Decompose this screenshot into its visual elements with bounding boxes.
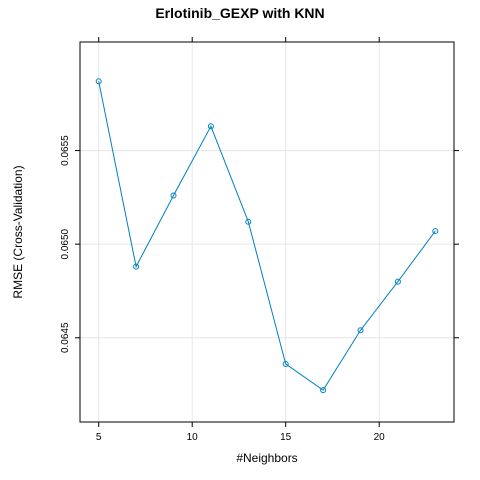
- data-point: [282, 360, 289, 367]
- data-point: [245, 218, 252, 225]
- plot-frame: [79, 41, 455, 423]
- series-line: [98, 81, 436, 391]
- data-point: [320, 387, 327, 394]
- grid-layer: [80, 42, 454, 422]
- y-tick-label: 0.0655: [60, 135, 71, 166]
- y-tick-label: 0.0645: [60, 322, 71, 353]
- x-tick-label: 10: [187, 432, 199, 443]
- x-tick-label: 15: [280, 432, 292, 443]
- y-axis-label: RMSE (Cross-Validation): [11, 165, 25, 298]
- y-tick-label: 0.0650: [60, 228, 71, 259]
- x-tick-label: 5: [96, 432, 102, 443]
- data-point: [95, 78, 102, 85]
- x-axis-label: #Neighbors: [236, 451, 297, 465]
- data-point: [432, 228, 439, 235]
- data-point: [357, 327, 364, 334]
- data-point: [170, 192, 177, 199]
- chart-title: Erlotinib_GEXP with KNN: [155, 5, 324, 21]
- data-point: [394, 278, 401, 285]
- tick-layer: 5 10 15 20 0.0645 0.0650 0.0655: [60, 37, 459, 443]
- x-tick-label: 20: [374, 432, 386, 443]
- data-point: [207, 123, 214, 130]
- data-point: [133, 263, 140, 270]
- series-layer: [95, 78, 439, 394]
